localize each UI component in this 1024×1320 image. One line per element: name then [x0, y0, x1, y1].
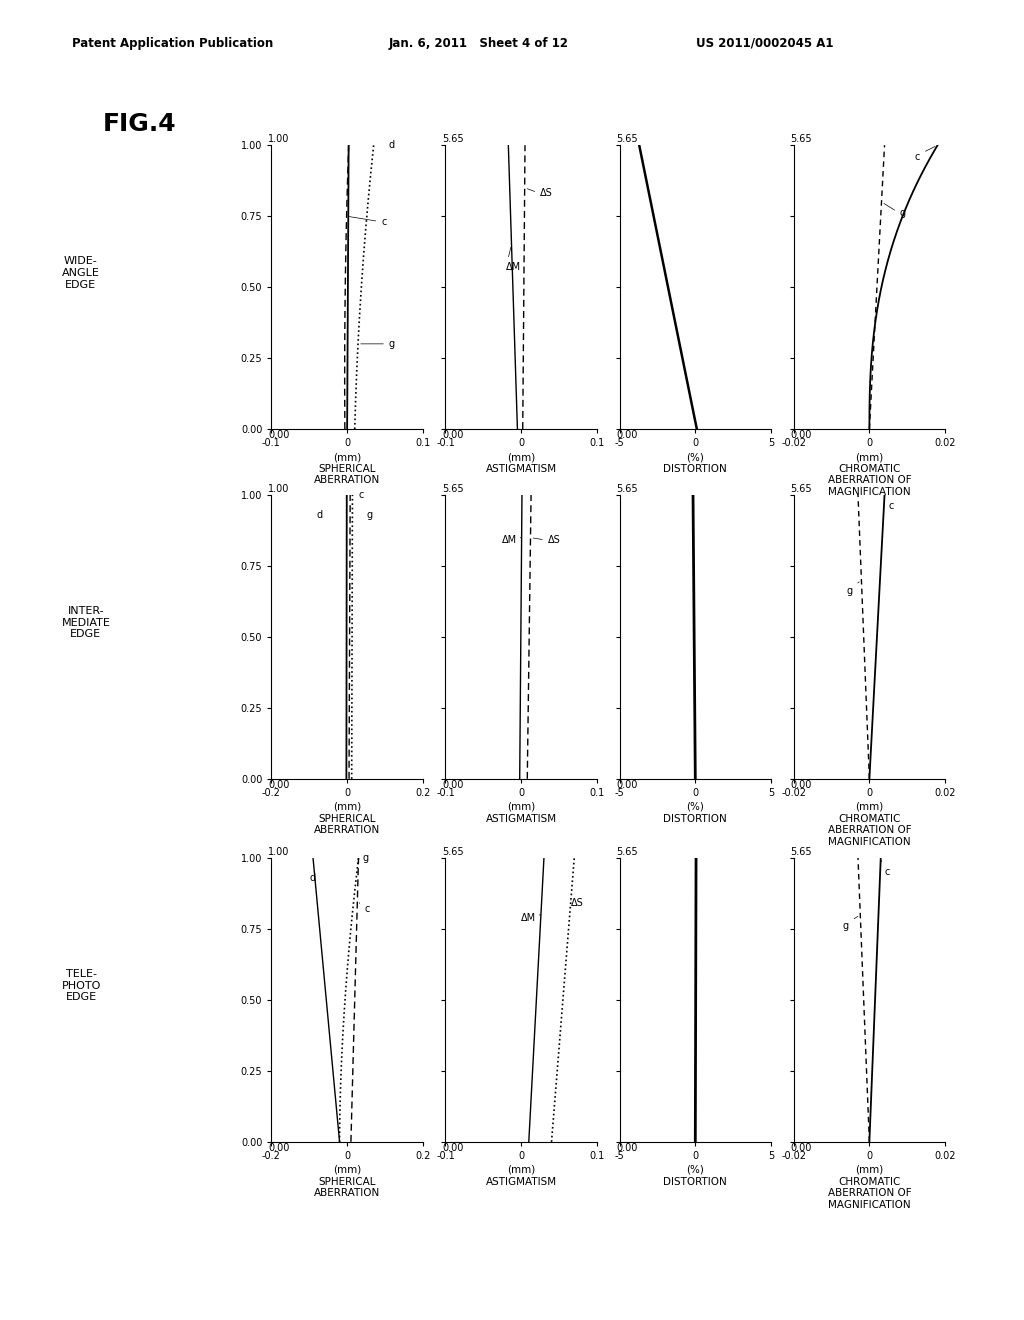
Text: INTER-
MEDIATE
EDGE: INTER- MEDIATE EDGE: [61, 606, 111, 639]
Text: d: d: [389, 140, 395, 150]
Text: 0.00: 0.00: [268, 430, 290, 441]
Text: d: d: [316, 510, 323, 520]
Text: 5.65: 5.65: [791, 133, 812, 144]
Text: 0.00: 0.00: [268, 1143, 290, 1154]
Text: 1.00: 1.00: [268, 133, 290, 144]
Text: ΔM: ΔM: [502, 536, 521, 545]
X-axis label: (%)
DISTORTION: (%) DISTORTION: [664, 1166, 727, 1187]
Text: TELE-
PHOTO
EDGE: TELE- PHOTO EDGE: [61, 969, 100, 1002]
Text: g: g: [360, 339, 395, 348]
X-axis label: (mm)
CHROMATIC
ABERRATION OF
MAGNIFICATION: (mm) CHROMATIC ABERRATION OF MAGNIFICATI…: [827, 803, 911, 847]
Text: 0.00: 0.00: [442, 1143, 464, 1154]
Text: g: g: [362, 853, 369, 863]
Text: c: c: [885, 495, 894, 511]
Text: 1.00: 1.00: [268, 483, 290, 494]
Text: 5.65: 5.65: [616, 483, 638, 494]
X-axis label: (mm)
SPHERICAL
ABERRATION: (mm) SPHERICAL ABERRATION: [314, 1166, 380, 1199]
Text: 5.65: 5.65: [616, 133, 638, 144]
X-axis label: (mm)
CHROMATIC
ABERRATION OF
MAGNIFICATION: (mm) CHROMATIC ABERRATION OF MAGNIFICATI…: [827, 453, 911, 498]
Text: c: c: [349, 216, 387, 227]
X-axis label: (mm)
ASTIGMATISM: (mm) ASTIGMATISM: [485, 1166, 557, 1187]
Text: FIG.4: FIG.4: [102, 112, 176, 136]
Text: 5.65: 5.65: [616, 846, 638, 857]
Text: g: g: [847, 582, 859, 597]
X-axis label: (mm)
SPHERICAL
ABERRATION: (mm) SPHERICAL ABERRATION: [314, 803, 380, 836]
Text: 1.00: 1.00: [268, 846, 290, 857]
X-axis label: (%)
DISTORTION: (%) DISTORTION: [664, 453, 727, 474]
Text: ΔM: ΔM: [506, 247, 521, 272]
Text: g: g: [367, 510, 372, 520]
Text: 0.00: 0.00: [616, 1143, 638, 1154]
Text: US 2011/0002045 A1: US 2011/0002045 A1: [696, 37, 834, 50]
Text: Patent Application Publication: Patent Application Publication: [72, 37, 273, 50]
X-axis label: (%)
DISTORTION: (%) DISTORTION: [664, 803, 727, 824]
Text: c: c: [914, 147, 935, 161]
Text: 0.00: 0.00: [268, 780, 290, 791]
Text: ΔS: ΔS: [534, 536, 560, 545]
Text: 0.00: 0.00: [791, 780, 812, 791]
Text: 5.65: 5.65: [442, 483, 464, 494]
Text: WIDE-
ANGLE
EDGE: WIDE- ANGLE EDGE: [61, 256, 99, 289]
Text: g: g: [843, 916, 858, 931]
Text: 0.00: 0.00: [791, 1143, 812, 1154]
Text: 5.65: 5.65: [442, 846, 464, 857]
Text: ΔS: ΔS: [527, 189, 553, 198]
Text: c: c: [358, 490, 364, 500]
Text: 0.00: 0.00: [616, 780, 638, 791]
X-axis label: (mm)
ASTIGMATISM: (mm) ASTIGMATISM: [485, 453, 557, 474]
Text: ΔS: ΔS: [570, 899, 584, 908]
Text: ΔM: ΔM: [521, 912, 541, 923]
Text: 0.00: 0.00: [442, 780, 464, 791]
Text: g: g: [884, 203, 906, 218]
Text: 5.65: 5.65: [791, 483, 812, 494]
Text: 0.00: 0.00: [442, 430, 464, 441]
X-axis label: (mm)
SPHERICAL
ABERRATION: (mm) SPHERICAL ABERRATION: [314, 453, 380, 486]
Text: 0.00: 0.00: [616, 430, 638, 441]
Text: c: c: [359, 903, 370, 913]
Text: Jan. 6, 2011   Sheet 4 of 12: Jan. 6, 2011 Sheet 4 of 12: [389, 37, 569, 50]
Text: c: c: [882, 861, 890, 878]
Text: 5.65: 5.65: [791, 846, 812, 857]
X-axis label: (mm)
CHROMATIC
ABERRATION OF
MAGNIFICATION: (mm) CHROMATIC ABERRATION OF MAGNIFICATI…: [827, 1166, 911, 1210]
X-axis label: (mm)
ASTIGMATISM: (mm) ASTIGMATISM: [485, 803, 557, 824]
Text: 5.65: 5.65: [442, 133, 464, 144]
Text: 0.00: 0.00: [791, 430, 812, 441]
Text: d: d: [309, 873, 315, 883]
